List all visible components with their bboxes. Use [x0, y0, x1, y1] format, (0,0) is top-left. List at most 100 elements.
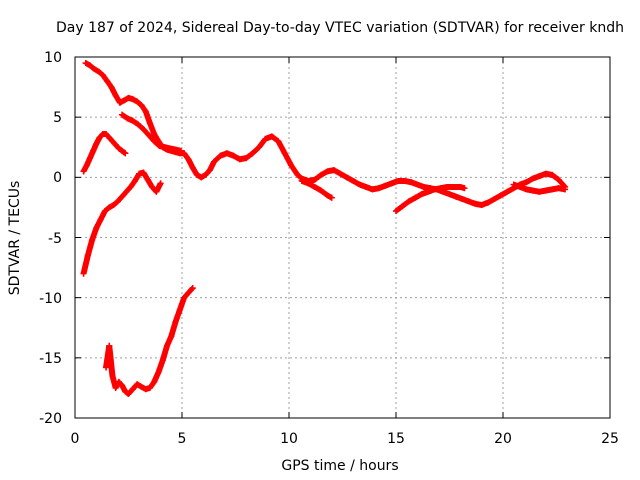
data-point — [122, 388, 129, 395]
data-point — [193, 171, 200, 178]
data-point — [485, 199, 492, 206]
y-tick-label: -20 — [39, 411, 62, 427]
data-point — [185, 156, 192, 163]
data-point — [115, 145, 122, 152]
data-point — [149, 183, 156, 190]
data-point — [401, 177, 408, 184]
data-point — [517, 183, 524, 190]
data-point — [318, 171, 325, 178]
data-point — [206, 167, 213, 174]
data-point — [127, 183, 134, 190]
y-tick-label: 0 — [53, 170, 62, 186]
data-point — [412, 194, 419, 201]
data-point — [504, 188, 511, 195]
data-point — [523, 179, 530, 186]
data-point — [223, 150, 230, 157]
data-point — [172, 318, 179, 325]
data-point — [131, 177, 138, 184]
data-point — [86, 155, 93, 162]
data-point — [114, 198, 121, 205]
x-tick-label: 0 — [71, 431, 80, 447]
data-point — [135, 121, 142, 128]
data-point — [288, 162, 295, 169]
chart-title: Day 187 of 2024, Sidereal Day-to-day VTE… — [56, 20, 624, 36]
data-point — [256, 144, 263, 151]
data-point — [109, 138, 116, 145]
data-point — [305, 180, 312, 187]
data-point — [249, 150, 256, 157]
data-point — [136, 170, 143, 177]
data-point — [262, 135, 269, 142]
data-point — [161, 144, 168, 151]
data-point — [119, 147, 126, 154]
data-point — [157, 180, 164, 187]
data-point — [112, 141, 119, 148]
data-point — [129, 96, 136, 103]
data-point — [243, 155, 250, 162]
data-point — [142, 386, 149, 393]
data-point — [97, 216, 104, 223]
data-point — [189, 285, 196, 292]
data-point — [549, 171, 556, 178]
data-point — [99, 72, 106, 79]
data-point — [146, 384, 153, 391]
data-point — [167, 145, 174, 152]
data-point — [549, 186, 556, 193]
y-tick-label: 10 — [44, 50, 62, 66]
data-point — [138, 383, 145, 390]
data-point — [324, 168, 331, 175]
data-point — [461, 185, 468, 192]
data-point — [90, 147, 97, 154]
y-tick-label: -10 — [39, 291, 62, 307]
data-point — [405, 198, 412, 205]
data-point — [124, 115, 131, 122]
grid-lines — [75, 57, 610, 418]
x-tick-label: 15 — [387, 431, 405, 447]
data-point — [431, 186, 438, 193]
data-point — [328, 194, 335, 201]
y-tick-labels: 10 5 0 -5 -10 -15 -20 — [39, 50, 62, 427]
data-point — [125, 390, 132, 397]
data-point — [159, 357, 166, 364]
data-point — [425, 188, 432, 195]
series-arc-7 — [298, 177, 335, 201]
data-point — [91, 66, 98, 73]
data-point — [103, 131, 110, 138]
series-arc-1 — [82, 60, 569, 209]
data-point-trail — [80, 131, 129, 175]
data-point — [151, 378, 158, 385]
data-point — [268, 133, 275, 140]
data-point — [134, 381, 141, 388]
data-point — [382, 182, 389, 189]
data-point — [121, 97, 128, 104]
data-point — [122, 150, 129, 157]
data-point — [109, 372, 116, 379]
data-point — [337, 170, 344, 177]
x-tick-label: 20 — [494, 431, 512, 447]
data-point — [110, 202, 117, 209]
data-point — [89, 236, 96, 243]
x-tick-label: 10 — [280, 431, 298, 447]
data-point — [452, 193, 459, 200]
data-point — [472, 200, 479, 207]
data-point — [138, 102, 145, 109]
data-point — [450, 183, 457, 190]
data-point — [395, 177, 402, 184]
data-point — [369, 186, 376, 193]
data-point — [529, 187, 536, 194]
data-point — [144, 176, 151, 183]
y-tick-label: 5 — [53, 110, 62, 126]
data-point — [418, 191, 425, 198]
data-point — [217, 152, 224, 159]
y-axis-label: SDTVAR / TECUs — [7, 181, 23, 296]
data-point — [84, 252, 91, 259]
data-point — [119, 111, 126, 118]
series-arc-3 — [80, 169, 164, 277]
data-point — [106, 342, 113, 349]
data-point — [555, 185, 562, 192]
data-point — [459, 195, 466, 202]
data-point — [536, 188, 543, 195]
data-point — [119, 193, 126, 200]
series-arc-8 — [510, 181, 569, 195]
data-point — [211, 158, 218, 165]
